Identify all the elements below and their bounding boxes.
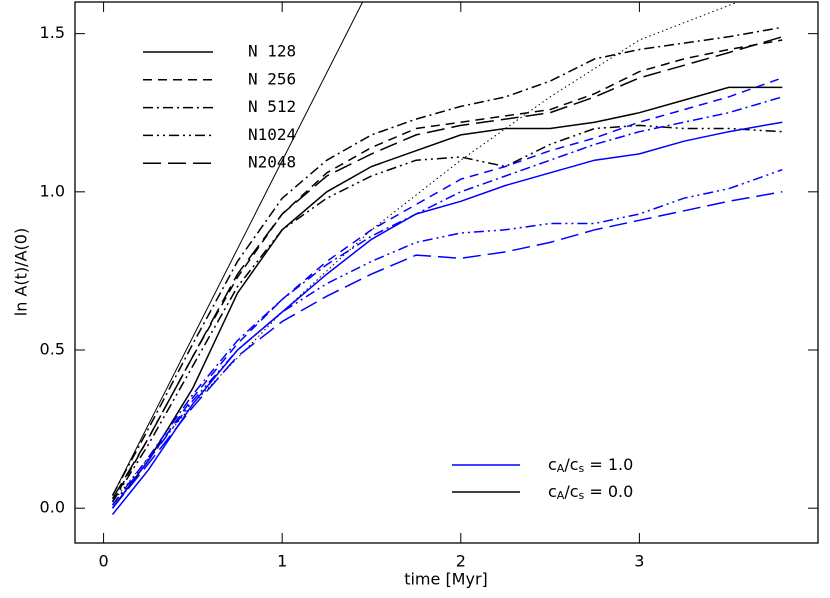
series-line bbox=[111, 26, 783, 496]
legend-label: N 512 bbox=[248, 97, 296, 116]
x-tick-label: 2 bbox=[456, 552, 466, 571]
reference-line bbox=[112, 2, 738, 503]
series-line bbox=[111, 96, 783, 506]
x-tick-label: 3 bbox=[634, 552, 644, 571]
legend-label: N1024 bbox=[248, 125, 296, 144]
legend-label: N 128 bbox=[248, 42, 296, 61]
legend-label-part: s bbox=[579, 462, 585, 475]
y-tick-label: 0.5 bbox=[40, 340, 65, 359]
legend-label-part: c bbox=[548, 482, 557, 501]
series-line bbox=[111, 191, 783, 509]
x-tick-label: 1 bbox=[277, 552, 287, 571]
plot-area bbox=[111, 2, 783, 515]
legend-label-part: c bbox=[548, 455, 557, 474]
reference-line bbox=[112, 2, 364, 496]
legend-label-part: = 1.0 bbox=[584, 455, 633, 474]
legend-label-part: /c bbox=[564, 482, 578, 501]
legend-label-part: s bbox=[579, 489, 585, 502]
y-axis-label: ln A(t)/A(0) bbox=[12, 228, 31, 316]
y-tick-label: 1.5 bbox=[40, 23, 65, 42]
legend-label: cA/cs = 1.0 bbox=[548, 455, 633, 476]
series-line bbox=[111, 39, 783, 503]
legend-label-part: A bbox=[557, 489, 565, 502]
x-tick-label: 0 bbox=[98, 552, 108, 571]
series-line bbox=[111, 77, 783, 509]
y-tick-label: 0.0 bbox=[40, 498, 65, 517]
series-line bbox=[111, 36, 783, 500]
series-line bbox=[111, 168, 783, 506]
series-line bbox=[111, 124, 783, 503]
series-line bbox=[111, 121, 783, 515]
plot-frame bbox=[74, 1, 819, 544]
x-axis-label: time [Myr] bbox=[404, 570, 488, 589]
series-line bbox=[111, 86, 783, 509]
legend-label: N2048 bbox=[248, 153, 296, 172]
legend-label-part: A bbox=[557, 462, 565, 475]
legend-label-part: /c bbox=[564, 455, 578, 474]
y-tick-label: 1.0 bbox=[40, 181, 65, 200]
legend-label: N 256 bbox=[248, 69, 296, 88]
legend-label: cA/cs = 0.0 bbox=[548, 482, 633, 503]
legend-label-part: = 0.0 bbox=[584, 482, 633, 501]
